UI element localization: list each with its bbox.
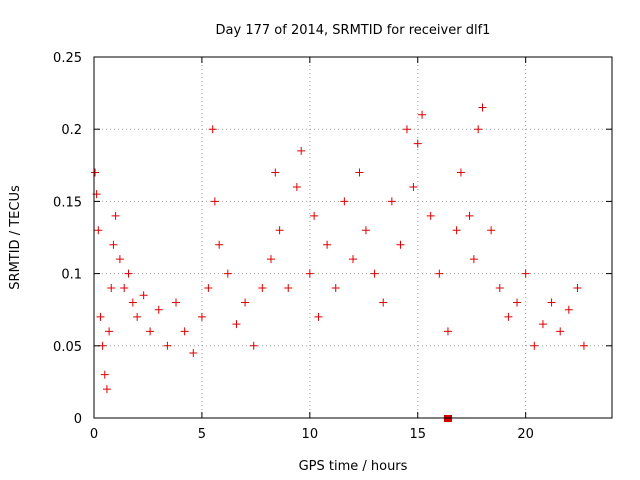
data-point [355,168,364,177]
data-point [146,327,155,336]
data-point [258,284,267,293]
data-point [387,197,396,206]
data-point [271,168,280,177]
data-point [361,226,370,235]
data-point [172,298,181,307]
data-point [487,226,496,235]
data-point [573,284,582,293]
data-point [107,284,116,293]
data-point [513,298,522,307]
data-point [163,341,172,350]
data-point [128,298,137,307]
y-tick-label: 0.2 [61,123,82,138]
x-tick-label: 5 [198,427,206,442]
data-point [340,197,349,206]
data-point [323,240,332,249]
data-point [314,312,323,321]
y-axis-label: SRMTID / TECUs [8,185,23,290]
data-point [100,370,109,379]
chart-title: Day 177 of 2014, SRMTID for receiver dlf… [216,23,491,38]
y-tick-label: 0 [74,412,82,427]
data-point [465,211,474,220]
data-point [96,312,105,321]
data-point [215,240,224,249]
data-point [197,312,206,321]
data-point [418,110,427,119]
data-point [538,320,547,329]
plot-frame [93,56,613,419]
data-point [435,269,444,278]
data-point [426,211,435,220]
data-point [349,255,357,264]
x-tick-label: 0 [90,427,98,442]
data-point [310,211,319,220]
data-point [370,269,379,278]
data-point [504,312,513,321]
data-point [379,298,388,307]
data-point [409,182,418,191]
data-point [232,320,241,329]
y-tick-label: 0.05 [53,340,82,355]
data-point [452,226,461,235]
x-tick-label: 15 [409,427,426,442]
data-point [275,226,284,235]
data-point [292,182,301,191]
data-point [474,125,483,134]
data-point [105,327,114,336]
data-point [241,298,250,307]
data-point [189,349,198,358]
x-axis-label: GPS time / hours [299,459,408,474]
data-point [530,341,539,350]
data-point [443,327,452,336]
data-point [469,255,478,264]
x-tick-label: 10 [302,427,319,442]
data-point [154,305,163,314]
data-point [521,269,530,278]
data-point [284,284,293,293]
data-point [223,269,232,278]
data-point [396,240,405,249]
data-point [402,125,411,134]
x-tick-label: 20 [517,427,534,442]
data-point [208,125,217,134]
data-point [249,341,258,350]
data-point [305,269,314,278]
y-tick-label: 0.15 [53,195,82,210]
data-point [139,291,148,300]
data-point [297,146,306,155]
y-tick-label: 0.25 [53,51,82,66]
data-point [495,284,504,293]
data-point [91,168,100,177]
axis-ticks: 0 5 10 15 20 0 0.05 0.1 0.15 0.2 0.25 [53,51,612,442]
data-point [547,298,556,307]
data-point [556,327,565,336]
data-point [133,312,142,321]
data-point [120,284,129,293]
data-point [94,226,103,235]
data-point [180,327,189,336]
data-point [124,269,133,278]
data-point [115,255,124,264]
data-point [413,139,422,148]
data-point [579,341,588,350]
data-point [331,284,340,293]
data-point [102,385,111,394]
grid-lines [94,57,612,418]
data-point [266,255,275,264]
data-point [109,240,118,249]
y-tick-label: 0.1 [61,268,82,283]
data-point [478,103,487,112]
data-point [111,211,120,220]
data-point [204,284,213,293]
data-point [210,197,219,206]
data-point [564,305,573,314]
data-point [456,168,465,177]
